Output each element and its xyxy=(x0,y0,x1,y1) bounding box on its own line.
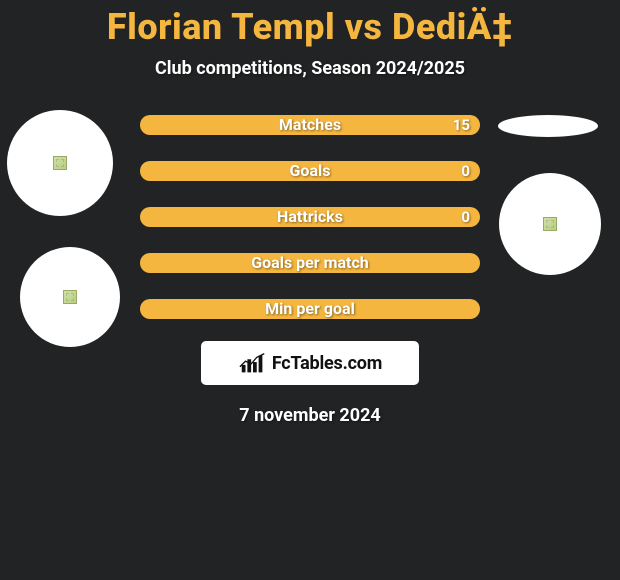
stat-bars: Matches 15 Goals 0 Hattricks 0 Goals per… xyxy=(140,115,480,319)
logo-text: FcTables.com xyxy=(272,353,382,374)
stat-label: Goals xyxy=(290,163,331,179)
stat-label: Min per goal xyxy=(265,301,355,317)
logo-box: FcTables.com xyxy=(201,341,419,385)
stat-bar-min-per-goal: Min per goal xyxy=(140,299,480,319)
stat-value: 0 xyxy=(461,162,470,180)
player-right-avatar xyxy=(499,173,601,275)
date-label: 7 november 2024 xyxy=(0,405,620,426)
broken-image-icon xyxy=(543,217,557,231)
broken-image-icon xyxy=(53,156,67,170)
player-left-avatar-2 xyxy=(20,247,120,347)
stat-value: 0 xyxy=(461,208,470,226)
stat-value: 15 xyxy=(453,116,470,134)
stat-bar-goals: Goals 0 xyxy=(140,161,480,181)
stat-bar-hattricks: Hattricks 0 xyxy=(140,207,480,227)
stat-label: Hattricks xyxy=(277,209,343,225)
stat-bar-matches: Matches 15 xyxy=(140,115,480,135)
stat-bar-goals-per-match: Goals per match xyxy=(140,253,480,273)
subtitle: Club competitions, Season 2024/2025 xyxy=(0,58,620,79)
page-title: Florian Templ vs DediÄ‡ xyxy=(0,0,620,48)
comparison-panel: Matches 15 Goals 0 Hattricks 0 Goals per… xyxy=(0,115,620,426)
broken-image-icon xyxy=(63,290,77,304)
stat-label: Matches xyxy=(279,117,341,133)
decorative-ellipse xyxy=(498,115,598,137)
bar-chart-icon xyxy=(238,351,268,375)
stat-label: Goals per match xyxy=(251,255,369,271)
player-left-avatar-1 xyxy=(7,110,113,216)
